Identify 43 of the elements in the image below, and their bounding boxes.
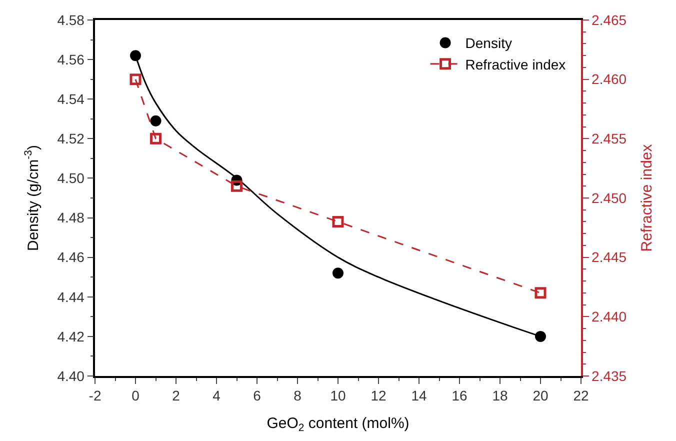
y2-axis-title: Refractive index xyxy=(638,144,656,252)
x-tick-label: -2 xyxy=(88,388,102,404)
x-tick-label: 0 xyxy=(132,388,140,404)
y2-tick-label: 2.450 xyxy=(592,190,627,206)
point xyxy=(534,287,546,299)
y-tick-label: 4.50 xyxy=(57,170,85,186)
x-tick-label: 22 xyxy=(573,388,589,404)
y2-tick-label: 2.445 xyxy=(592,249,627,266)
y-tick-label: 4.40 xyxy=(57,368,85,384)
x-tick-label: 18 xyxy=(492,388,508,404)
y2-tick-label: 2.435 xyxy=(592,368,627,384)
point xyxy=(332,268,344,279)
x-tick-label: 12 xyxy=(370,388,386,404)
point xyxy=(150,115,162,126)
x-tick-label: 20 xyxy=(532,388,548,404)
point xyxy=(150,132,162,144)
y2-tick-label: 2.455 xyxy=(592,130,627,147)
x-tick-label: 14 xyxy=(411,388,427,404)
x-tick-label: 6 xyxy=(253,388,262,404)
y-tick-label: 4.52 xyxy=(57,130,85,147)
y2-tick-label: 2.460 xyxy=(592,71,627,88)
y-tick-label: 4.44 xyxy=(57,288,85,305)
point xyxy=(231,180,242,192)
y-tick-label: 4.46 xyxy=(57,249,85,266)
y-tick-label: 4.54 xyxy=(57,91,85,108)
point xyxy=(535,330,546,342)
x-tick-label: 2 xyxy=(172,388,180,404)
legend-label: Density xyxy=(465,35,512,52)
y2-tick-label: 2.440 xyxy=(592,308,627,325)
x-tick-label: 8 xyxy=(294,388,302,404)
y-tick-label: 4.56 xyxy=(57,51,85,68)
point xyxy=(130,50,141,62)
y-tick-label: 4.48 xyxy=(57,210,85,226)
y-tick-label: 4.58 xyxy=(57,12,85,28)
y-tick-label: 4.42 xyxy=(57,328,85,344)
point xyxy=(332,216,344,228)
x-axis-title: GeO$_{2}$ content (mol%) xyxy=(266,415,410,434)
y2-tick-label: 2.465 xyxy=(592,12,627,28)
point xyxy=(130,74,142,86)
x-tick-label: 16 xyxy=(452,388,468,404)
x-tick-label: 10 xyxy=(330,388,346,404)
legend-label: Refractive index xyxy=(465,56,566,72)
x-tick-label: 4 xyxy=(212,388,221,404)
